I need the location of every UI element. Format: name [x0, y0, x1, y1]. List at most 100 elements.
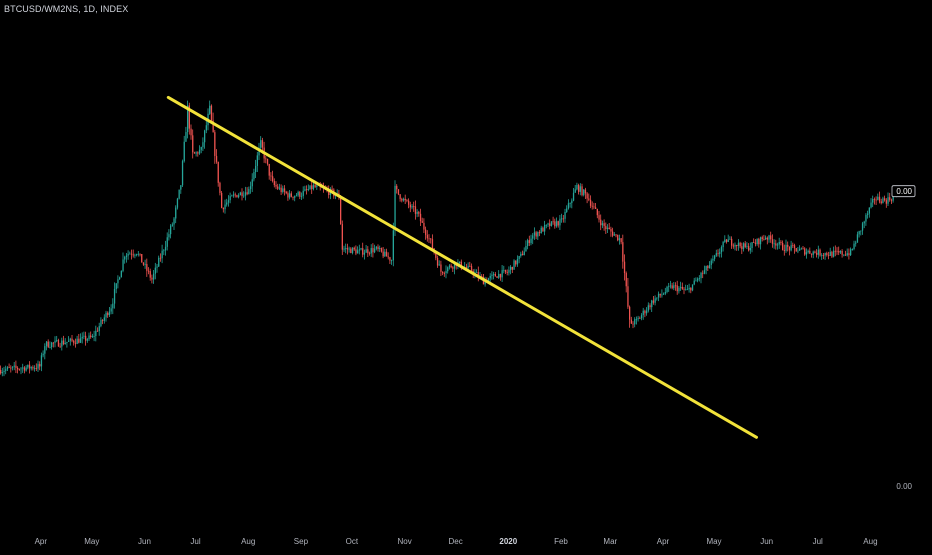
- candle: [853, 240, 855, 251]
- candle: [770, 231, 772, 243]
- candle: [66, 341, 68, 348]
- candle: [397, 189, 400, 196]
- candle: [256, 151, 258, 173]
- candle: [159, 253, 162, 262]
- y-tick-label: 0.00: [896, 482, 912, 491]
- candle: [416, 209, 418, 218]
- candle: [25, 365, 27, 372]
- candle: [232, 191, 235, 198]
- candle: [20, 366, 22, 375]
- x-tick-label: 2020: [499, 537, 517, 546]
- candle: [268, 163, 270, 180]
- candle: [175, 205, 177, 224]
- candle: [392, 222, 394, 267]
- candle: [795, 247, 797, 252]
- candle: [627, 277, 629, 309]
- candle: [205, 120, 207, 134]
- candle: [766, 236, 768, 245]
- candle: [139, 253, 141, 257]
- candle: [586, 192, 588, 204]
- candle: [266, 158, 269, 166]
- candle: [601, 220, 604, 229]
- candle: [884, 195, 886, 202]
- candle: [173, 217, 175, 231]
- candle: [877, 193, 879, 201]
- candle: [889, 192, 891, 202]
- candle: [532, 233, 534, 245]
- x-tick-label: Sep: [294, 537, 309, 546]
- candle: [515, 260, 517, 267]
- candle: [382, 246, 384, 259]
- candle: [759, 236, 762, 250]
- candle: [93, 330, 95, 342]
- candle: [178, 189, 180, 200]
- candle: [576, 182, 578, 191]
- candle: [780, 240, 782, 246]
- candle: [860, 230, 862, 236]
- candle: [782, 240, 784, 251]
- candle: [725, 238, 728, 244]
- candle: [37, 360, 39, 373]
- candle: [800, 247, 802, 250]
- candle: [574, 184, 576, 193]
- candle: [868, 207, 870, 218]
- candle: [265, 155, 267, 164]
- candle: [158, 255, 160, 268]
- candle: [812, 250, 814, 259]
- candle: [166, 232, 168, 251]
- candle: [365, 245, 367, 253]
- candle: [54, 336, 56, 348]
- candle: [272, 170, 274, 183]
- candle: [804, 247, 806, 256]
- candle: [588, 193, 590, 202]
- candle: [414, 200, 417, 220]
- candle: [283, 185, 286, 196]
- candle: [229, 192, 231, 204]
- candle: [389, 256, 391, 264]
- candle: [623, 254, 626, 281]
- candle: [202, 137, 204, 152]
- trendline[interactable]: [166, 95, 758, 439]
- candle: [387, 252, 389, 260]
- candle: [686, 284, 689, 291]
- candle: [661, 289, 663, 298]
- candle: [843, 254, 845, 257]
- candle: [23, 366, 26, 374]
- candle: [62, 335, 65, 346]
- candle: [328, 185, 330, 199]
- candle: [74, 338, 77, 348]
- candle: [129, 251, 131, 255]
- candle: [372, 243, 374, 258]
- candle: [3, 366, 5, 377]
- candle: [671, 282, 673, 290]
- candle: [311, 180, 313, 194]
- candle: [450, 263, 452, 269]
- candle: [367, 246, 369, 258]
- candle: [255, 159, 257, 179]
- candle: [657, 291, 660, 302]
- candle: [615, 234, 617, 238]
- candle: [304, 185, 306, 192]
- candle: [295, 192, 298, 197]
- candle: [833, 246, 835, 258]
- candle: [678, 285, 680, 294]
- candle: [775, 239, 777, 250]
- candle: [520, 251, 522, 258]
- candle: [613, 232, 615, 236]
- candle: [190, 124, 192, 140]
- candle: [501, 265, 503, 283]
- candle: [81, 332, 83, 344]
- candle: [132, 249, 134, 258]
- candle: [555, 217, 558, 228]
- candle: [824, 252, 826, 260]
- candle: [197, 151, 199, 157]
- candle: [445, 265, 447, 279]
- candle: [227, 195, 230, 207]
- candle: [612, 227, 614, 238]
- candle: [142, 262, 145, 266]
- candle: [379, 245, 381, 253]
- candle: [890, 198, 893, 205]
- candle: [280, 184, 282, 196]
- candle: [606, 224, 609, 234]
